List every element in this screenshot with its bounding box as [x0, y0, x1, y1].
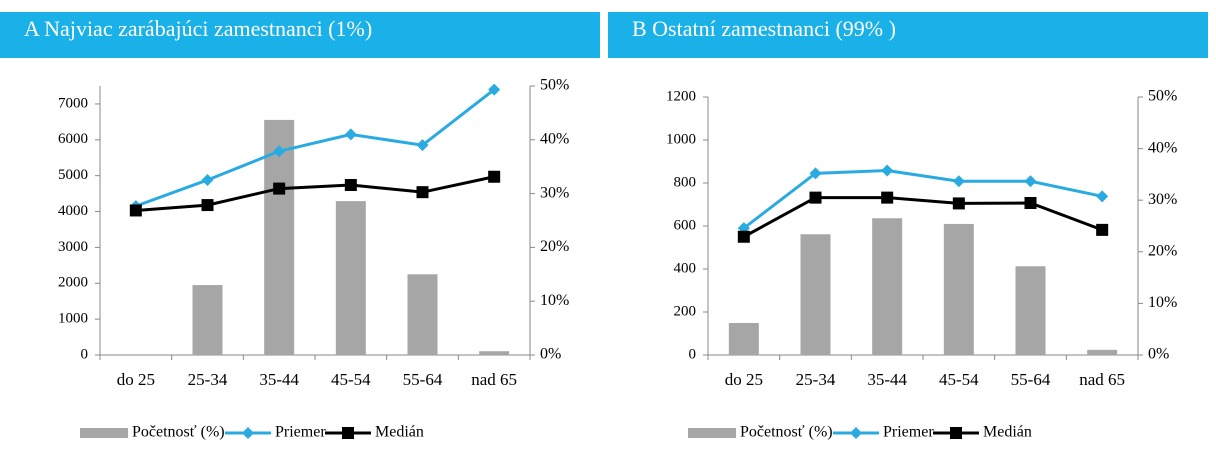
legend-label: Priemer: [883, 424, 934, 441]
marker: [952, 197, 965, 210]
chart-panel: B Ostatní zamestnanci (99% ) 0 200 400 600 8…: [608, 0, 1208, 468]
y-tick-label: 5000: [58, 167, 88, 183]
marker: [881, 164, 894, 177]
bar: [407, 274, 438, 355]
y-tick-label: 0: [81, 346, 89, 362]
marker: [1024, 175, 1037, 188]
y2-tick-label: 30%: [540, 184, 569, 201]
line: [135, 88, 496, 208]
chart-title: A Najviac zarábajúci zamestnanci (1%): [0, 12, 600, 58]
x-tick-label: nad 65: [471, 370, 518, 389]
marker: [344, 178, 357, 191]
x-tick-label: do 25: [724, 370, 763, 389]
bar: [800, 234, 831, 355]
bar: [264, 119, 295, 355]
chart: 0 200 400 600 800 1000 1200 0% 10% 20% 30% 40% 50% Po…: [666, 88, 1177, 441]
y2-tick-label: 50%: [1148, 88, 1177, 105]
chart-title: B Ostatní zamestnanci (99% ): [608, 12, 1208, 58]
x-tick-label: 25-34: [187, 370, 228, 389]
marker: [488, 83, 501, 96]
marker: [201, 199, 214, 212]
bar: [479, 351, 510, 355]
x-tick-label: nad 65: [1079, 370, 1126, 389]
bar: [943, 223, 974, 355]
x-tick-label: 35-44: [867, 370, 907, 389]
y2-tick-label: 40%: [540, 130, 569, 147]
y-tick-label: 6000: [58, 131, 88, 147]
y-tick-label: 3000: [58, 239, 88, 255]
y-tick-label: 200: [674, 303, 697, 319]
legend-swatch: [80, 428, 128, 438]
y2-tick-label: 40%: [1148, 139, 1177, 156]
bar: [872, 218, 903, 355]
x-tick-label: 55-64: [402, 370, 443, 389]
marker: [881, 191, 894, 204]
y-tick-label: 800: [674, 174, 697, 190]
legend-marker: [342, 427, 354, 439]
marker: [201, 173, 214, 186]
marker: [416, 186, 429, 199]
x-tick-label: 55-64: [1010, 370, 1051, 389]
legend-marker: [242, 427, 254, 439]
y-tick-label: 1000: [58, 311, 88, 327]
y-tick-label: 2000: [58, 275, 88, 291]
marker: [129, 204, 142, 217]
chart: 0 1000 2000 3000 4000 5000 6000 7000 0% 10% 20% 30%…: [58, 77, 569, 441]
bar: [192, 285, 223, 355]
chart-panel: A Najviac zarábajúci zamestnanci (1%) 0 1…: [0, 0, 600, 468]
marker: [809, 191, 822, 204]
legend-label: Početnosť (%): [740, 424, 833, 441]
x-tick-label: 45-54: [330, 370, 371, 389]
legend-label: Medián: [983, 424, 1032, 441]
bar: [728, 323, 759, 355]
legend-label: Priemer: [275, 424, 326, 441]
x-tick-label: 25-34: [795, 370, 836, 389]
marker: [273, 145, 286, 158]
y2-tick-label: 20%: [1148, 242, 1177, 259]
y-tick-label: 4000: [58, 203, 88, 219]
legend-label: Početnosť (%): [132, 424, 225, 441]
marker: [737, 230, 750, 243]
line: [742, 169, 1103, 230]
legend-marker: [850, 427, 862, 439]
y-tick-label: 600: [674, 217, 697, 233]
marker: [809, 167, 822, 180]
marker: [344, 128, 357, 141]
legend-swatch: [688, 428, 736, 438]
x-tick-label: do 25: [116, 370, 155, 389]
y2-tick-label: 50%: [540, 77, 569, 94]
x-tick-label: 45-54: [938, 370, 979, 389]
marker: [1024, 196, 1037, 209]
marker: [273, 182, 286, 195]
y2-tick-label: 20%: [540, 238, 569, 255]
y2-tick-label: 10%: [1148, 294, 1177, 311]
y-tick-label: 1000: [666, 131, 696, 147]
marker: [952, 175, 965, 188]
y2-tick-label: 30%: [1148, 191, 1177, 208]
y-tick-label: 400: [674, 260, 697, 276]
marker: [1096, 223, 1109, 236]
y2-tick-label: 0%: [540, 346, 561, 363]
legend-marker: [950, 427, 962, 439]
marker: [1096, 190, 1109, 203]
y-tick-label: 7000: [58, 95, 88, 111]
bar: [335, 201, 366, 355]
legend-label: Medián: [375, 424, 424, 441]
y2-tick-label: 10%: [540, 292, 569, 309]
bar: [1087, 349, 1118, 355]
line: [743, 196, 1103, 239]
bar: [1015, 266, 1046, 355]
x-tick-label: 35-44: [259, 370, 299, 389]
y-tick-label: 1200: [666, 88, 696, 104]
marker: [488, 170, 501, 183]
line: [135, 175, 495, 212]
y2-tick-label: 0%: [1148, 346, 1169, 363]
y-tick-label: 0: [689, 346, 697, 362]
marker: [416, 139, 429, 152]
